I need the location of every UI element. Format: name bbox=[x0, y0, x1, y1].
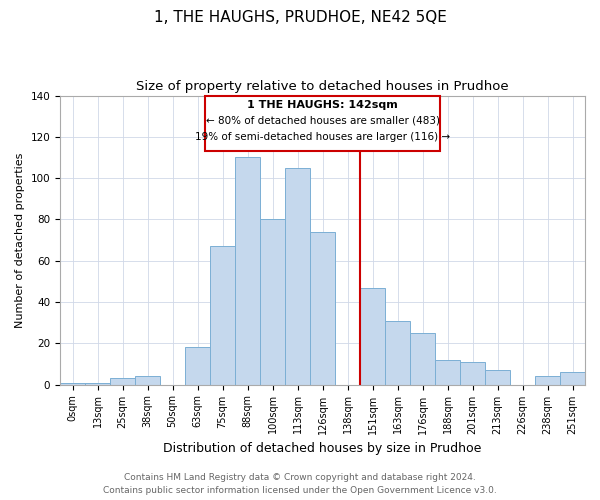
Bar bbox=[535, 376, 560, 384]
Bar bbox=[385, 320, 410, 384]
Bar bbox=[235, 158, 260, 384]
Text: 1 THE HAUGHS: 142sqm: 1 THE HAUGHS: 142sqm bbox=[247, 100, 398, 110]
Bar bbox=[460, 362, 485, 384]
Text: Contains HM Land Registry data © Crown copyright and database right 2024.
Contai: Contains HM Land Registry data © Crown c… bbox=[103, 474, 497, 495]
Bar bbox=[360, 288, 385, 384]
Bar bbox=[85, 382, 110, 384]
Bar bbox=[260, 220, 285, 384]
Bar bbox=[435, 360, 460, 384]
X-axis label: Distribution of detached houses by size in Prudhoe: Distribution of detached houses by size … bbox=[163, 442, 482, 455]
Bar bbox=[135, 376, 160, 384]
Text: ← 80% of detached houses are smaller (483): ← 80% of detached houses are smaller (48… bbox=[206, 116, 440, 126]
Text: 1, THE HAUGHS, PRUDHOE, NE42 5QE: 1, THE HAUGHS, PRUDHOE, NE42 5QE bbox=[154, 10, 446, 25]
Bar bbox=[210, 246, 235, 384]
Bar bbox=[110, 378, 135, 384]
Bar bbox=[310, 232, 335, 384]
FancyBboxPatch shape bbox=[205, 96, 440, 152]
Bar bbox=[410, 333, 435, 384]
Title: Size of property relative to detached houses in Prudhoe: Size of property relative to detached ho… bbox=[136, 80, 509, 93]
Y-axis label: Number of detached properties: Number of detached properties bbox=[15, 152, 25, 328]
Bar bbox=[560, 372, 585, 384]
Bar bbox=[485, 370, 510, 384]
Bar bbox=[185, 348, 210, 385]
Bar bbox=[60, 382, 85, 384]
Bar bbox=[285, 168, 310, 384]
Text: 19% of semi-detached houses are larger (116) →: 19% of semi-detached houses are larger (… bbox=[195, 132, 450, 142]
